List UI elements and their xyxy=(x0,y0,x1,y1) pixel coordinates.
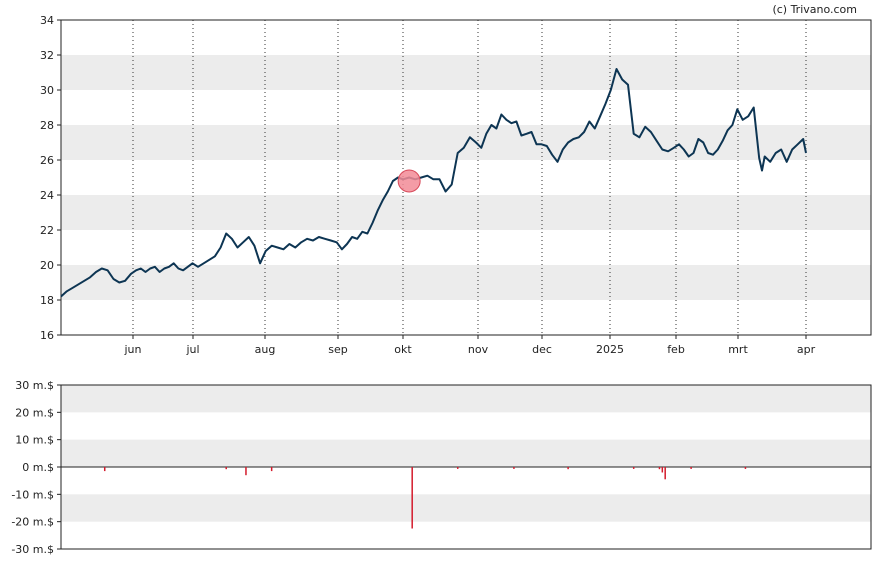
price-event-marker xyxy=(397,169,421,193)
price-y-tick-label: 30 xyxy=(40,84,54,97)
price-band xyxy=(61,195,871,230)
volume-bar xyxy=(690,467,692,469)
volume-y-tick-label: -20 m.$ xyxy=(11,516,54,529)
volume-bar xyxy=(103,467,106,472)
price-x-tick-label: okt xyxy=(394,343,412,356)
volume-y-tick-label: 20 m.$ xyxy=(15,406,54,419)
price-x-tick-label: nov xyxy=(468,343,489,356)
volume-bar xyxy=(567,467,569,470)
price-x-tick-label: apr xyxy=(797,343,816,356)
price-y-tick-label: 16 xyxy=(40,329,54,342)
price-x-tick-label: jun xyxy=(124,343,142,356)
volume-bar xyxy=(245,467,247,476)
volume-bar xyxy=(664,467,666,480)
price-y-tick-label: 20 xyxy=(40,259,54,272)
volume-band xyxy=(61,385,871,413)
volume-y-tick-label: -30 m.$ xyxy=(11,543,54,556)
price-x-tick-label: 2025 xyxy=(596,343,624,356)
volume-bar xyxy=(270,467,273,472)
price-x-tick-label: aug xyxy=(255,343,276,356)
volume-band xyxy=(61,439,871,467)
volume-y-tick-label: 0 m.$ xyxy=(22,461,54,474)
price-y-tick-label: 26 xyxy=(40,154,54,167)
volume-bar xyxy=(658,467,661,470)
price-y-tick-label: 24 xyxy=(40,189,54,202)
price-x-tick-label: feb xyxy=(667,343,685,356)
credit-text: (c) Trivano.com xyxy=(772,3,857,16)
price-plot-frame xyxy=(60,19,872,336)
price-series-line xyxy=(60,68,807,298)
volume-bar xyxy=(632,467,635,469)
volume-bar xyxy=(225,467,227,470)
price-x-tick-label: jul xyxy=(185,343,199,356)
volume-bar xyxy=(661,467,664,473)
price-y-tick-label: 34 xyxy=(40,14,54,27)
volume-y-tick-label: -10 m.$ xyxy=(11,488,54,501)
price-band xyxy=(61,265,871,300)
price-x-tick-label: dec xyxy=(532,343,552,356)
volume-bar xyxy=(411,467,413,529)
volume-band xyxy=(61,494,871,522)
volume-y-tick-label: 30 m.$ xyxy=(15,379,54,392)
volume-bar xyxy=(744,467,747,469)
volume-bar xyxy=(513,467,515,469)
price-y-tick-label: 32 xyxy=(40,49,54,62)
price-band xyxy=(61,55,871,90)
price-y-tick-label: 18 xyxy=(40,294,54,307)
volume-bar xyxy=(456,467,459,469)
price-y-tick-label: 28 xyxy=(40,119,54,132)
price-x-tick-label: mrt xyxy=(728,343,748,356)
price-y-tick-label: 22 xyxy=(40,224,54,237)
price-x-tick-label: sep xyxy=(328,343,347,356)
volume-y-tick-label: 10 m.$ xyxy=(15,434,54,447)
